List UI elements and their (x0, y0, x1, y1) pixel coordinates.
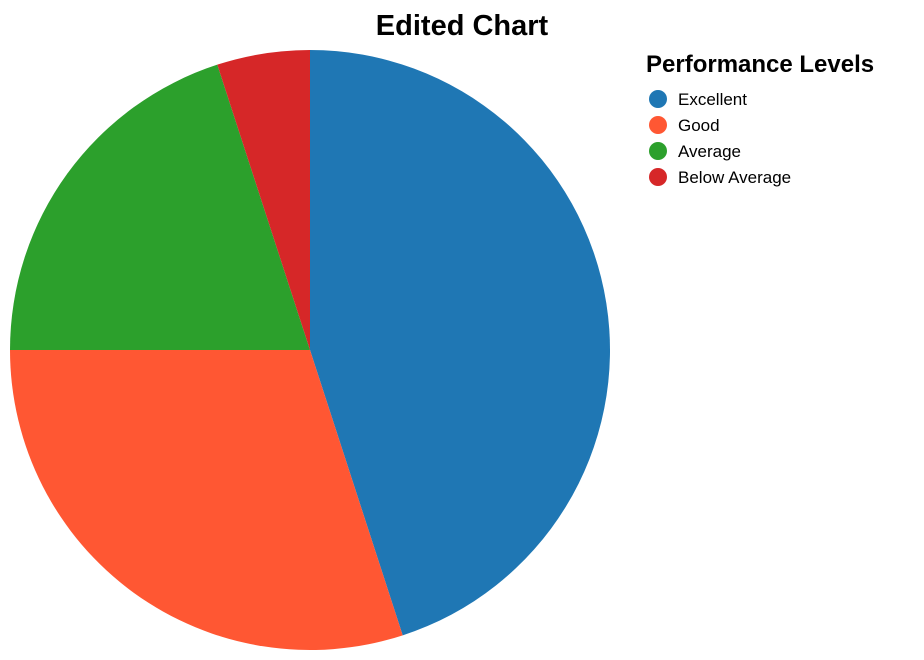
legend-items: Excellent Good Average Below Average (649, 90, 791, 187)
pie-slice-good (10, 350, 403, 650)
pie-slice-below-average (217, 50, 310, 350)
legend: Performance Levels Excellent Good Average B… (646, 51, 874, 187)
legend-label-below-average: Below Average (678, 168, 791, 187)
legend-label-average: Average (678, 142, 741, 161)
legend-swatch-average (649, 142, 667, 160)
legend-swatch-below-average (649, 168, 667, 186)
pie-slice-excellent (310, 50, 611, 636)
pie-slice-average (10, 64, 310, 350)
chart-title: Edited Chart (376, 10, 549, 42)
legend-swatch-good (649, 116, 667, 134)
legend-title: Performance Levels (646, 51, 874, 78)
legend-label-excellent: Excellent (678, 90, 747, 109)
legend-swatch-excellent (649, 90, 667, 108)
pie-slices (10, 50, 611, 650)
legend-label-good: Good (678, 116, 720, 135)
